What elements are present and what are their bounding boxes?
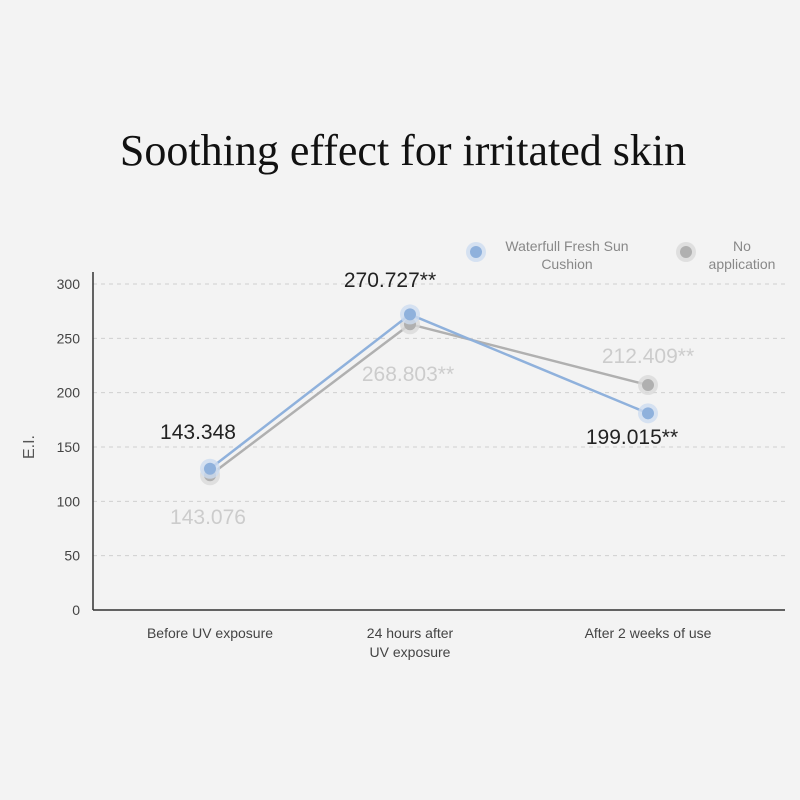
data-label: 212.409** xyxy=(602,345,694,368)
data-label: 143.076 xyxy=(170,506,246,529)
legend-label: Waterfull Fresh Sun xyxy=(505,238,628,254)
legend-label: Cushion xyxy=(541,256,592,272)
data-label: 270.727** xyxy=(344,269,436,292)
x-category-label: 24 hours after xyxy=(367,625,454,641)
data-point xyxy=(642,407,654,420)
y-tick-label: 150 xyxy=(57,439,81,455)
series-line xyxy=(209,322,649,477)
x-category-label: Before UV exposure xyxy=(147,625,273,641)
legend-marker xyxy=(470,246,482,258)
data-label: 199.015** xyxy=(586,426,678,449)
y-tick-label: 200 xyxy=(57,385,81,401)
series-line xyxy=(209,312,649,470)
legend-marker xyxy=(680,246,692,258)
data-label: 143.348 xyxy=(160,421,236,444)
y-axis-label: E.I. xyxy=(21,435,38,459)
y-tick-label: 100 xyxy=(57,493,81,509)
legend: Waterfull Fresh Sun Cushion No application xyxy=(466,238,775,272)
legend-label: application xyxy=(709,256,776,272)
y-tick-label: 300 xyxy=(57,276,81,292)
data-point xyxy=(204,462,216,475)
y-tick-label: 50 xyxy=(64,548,80,564)
x-category-label: UV exposure xyxy=(370,644,451,660)
x-axis-categories: Before UV exposure 24 hours after UV expos… xyxy=(147,625,712,660)
axes: 0 50 100 150 200 250 300 xyxy=(57,272,785,618)
legend-label: No xyxy=(733,238,751,254)
data-label: 268.803** xyxy=(362,363,454,386)
data-point xyxy=(642,379,654,392)
series xyxy=(200,304,658,486)
data-labels: 143.348 270.727** 199.015** 143.076 268.803*… xyxy=(160,269,694,529)
y-tick-label: 250 xyxy=(57,330,81,346)
gridlines xyxy=(93,283,785,557)
x-category-label: After 2 weeks of use xyxy=(585,625,712,641)
data-point xyxy=(404,308,416,321)
y-tick-label: 0 xyxy=(72,602,80,618)
chart-title: Soothing effect for irritated skin xyxy=(120,126,686,175)
